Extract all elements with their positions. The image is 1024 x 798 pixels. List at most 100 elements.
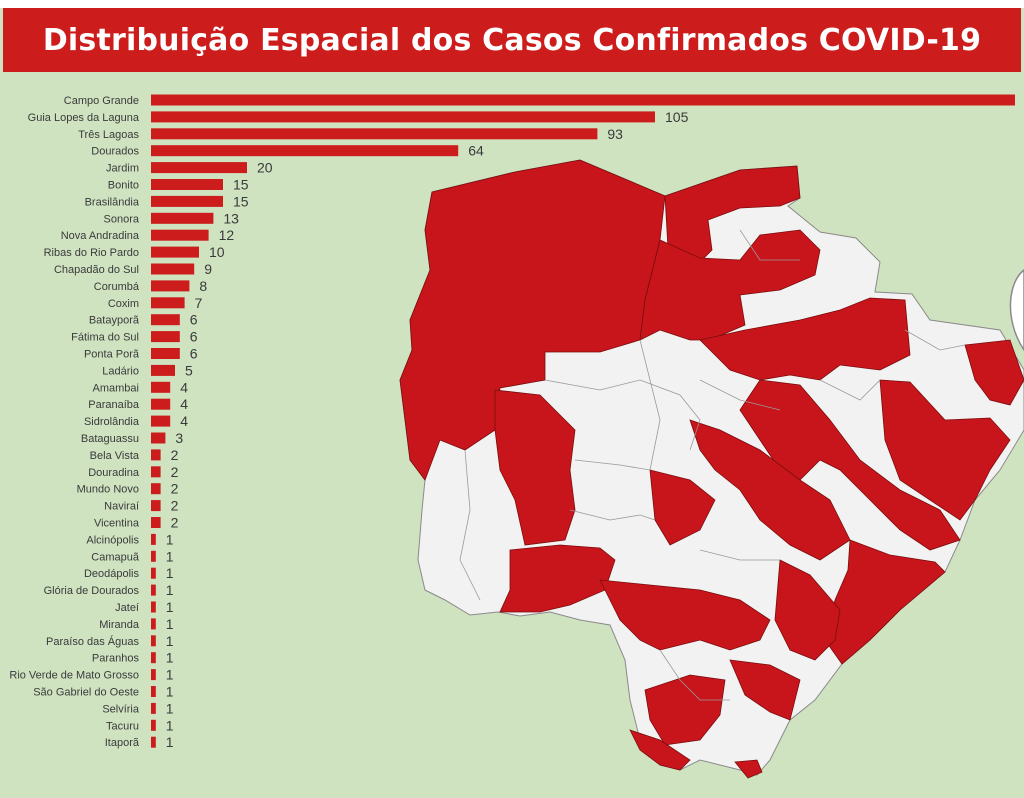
value-label: 1 — [166, 684, 174, 700]
category-label: Selvíria — [102, 703, 140, 715]
category-label: Bataguassu — [81, 433, 139, 445]
category-label: Douradina — [88, 467, 140, 479]
category-label: Camapuã — [91, 551, 140, 563]
border-line — [544, 379, 701, 451]
value-label: 6 — [190, 312, 198, 328]
border-line — [904, 329, 966, 351]
category-label: Corumbá — [94, 281, 140, 293]
value-label: 12 — [219, 227, 235, 243]
value-label: 3 — [175, 430, 183, 446]
value-label: 6 — [190, 346, 198, 362]
bars-layer: Campo Grande Guia Lopes da Laguna 105 Três … — [9, 94, 1015, 750]
value-label: 1 — [166, 667, 174, 683]
category-label: Dourados — [91, 146, 139, 158]
value-label: 2 — [171, 464, 179, 480]
category-label: Batayporã — [89, 315, 140, 327]
border-line — [699, 549, 780, 561]
bar — [151, 702, 156, 714]
bar — [151, 601, 156, 613]
category-label: Guia Lopes da Laguna — [28, 112, 140, 124]
category-label: Sidrolândia — [84, 416, 140, 428]
bar — [151, 128, 598, 140]
value-label: 2 — [171, 515, 179, 531]
border-line — [659, 649, 730, 701]
bar — [151, 584, 156, 596]
category-label: Naviraí — [104, 501, 139, 513]
value-label: 9 — [204, 261, 212, 277]
region-south-e — [629, 729, 691, 771]
bar — [151, 314, 180, 326]
category-label: Ladário — [102, 365, 139, 377]
region-sw-a — [499, 544, 616, 613]
bar — [151, 517, 161, 528]
value-label: 4 — [180, 413, 188, 429]
bar — [151, 449, 161, 461]
municipality-borders — [459, 229, 966, 701]
bar — [151, 263, 195, 275]
bar — [151, 246, 199, 258]
bar — [151, 111, 655, 123]
category-label: Sonora — [104, 213, 140, 225]
bar — [151, 736, 156, 748]
category-label: Glória de Dourados — [44, 585, 140, 597]
bar — [151, 500, 161, 512]
value-label: 1 — [166, 565, 174, 581]
value-label: 4 — [180, 379, 188, 395]
logo-fragment — [1009, 269, 1024, 352]
border-line — [574, 459, 651, 471]
category-label: Paraíso das Águas — [46, 635, 139, 648]
bar — [151, 618, 156, 630]
bar — [151, 297, 185, 309]
value-label: 1 — [166, 700, 174, 716]
value-label: 15 — [233, 177, 249, 193]
value-label: 1 — [166, 650, 174, 666]
category-label: Amambai — [93, 382, 139, 394]
bar — [151, 280, 190, 292]
region-south-c — [729, 659, 801, 721]
bar — [151, 331, 180, 343]
category-label: Deodápolis — [84, 568, 140, 580]
category-label: Coxim — [108, 298, 139, 310]
bar — [151, 686, 156, 697]
region-central-north — [699, 297, 911, 381]
value-label: 1 — [166, 531, 174, 547]
region-south-d — [644, 674, 726, 746]
category-label: Ponta Porã — [84, 349, 140, 361]
category-label: Paranaíba — [88, 399, 140, 411]
top-strip — [0, 0, 1024, 8]
bar — [151, 533, 156, 545]
category-label: Mundo Novo — [77, 484, 139, 496]
bar — [151, 229, 209, 241]
category-label: Vicentina — [94, 518, 140, 530]
value-label: 64 — [468, 143, 484, 159]
region-east-b — [879, 379, 1011, 521]
value-label: 1 — [166, 599, 174, 615]
category-label: Campo Grande — [64, 95, 139, 107]
category-label: Jateí — [115, 602, 139, 614]
value-label: 1 — [166, 582, 174, 598]
category-label: São Gabriel do Oeste — [33, 687, 139, 699]
border-line — [459, 449, 481, 601]
bar — [151, 635, 156, 647]
bar — [151, 348, 180, 359]
border-line — [569, 509, 656, 521]
category-label: Três Lagoas — [78, 129, 139, 141]
region-south-tip — [734, 759, 763, 779]
category-label: Chapadão do Sul — [54, 264, 139, 276]
bar — [151, 719, 156, 731]
value-label: 105 — [665, 109, 689, 125]
bar — [151, 432, 166, 444]
value-label: 2 — [171, 447, 179, 463]
category-label: Rio Verde de Mato Grosso — [9, 670, 139, 682]
bar — [151, 415, 171, 427]
value-label: 13 — [223, 210, 239, 226]
value-label: 5 — [185, 362, 193, 378]
value-label: 4 — [180, 396, 188, 412]
border-line — [699, 379, 781, 411]
category-label: Itaporã — [105, 737, 140, 749]
region-south-b — [774, 559, 841, 661]
value-label: 7 — [195, 295, 203, 311]
category-label: Alcinópolis — [86, 534, 139, 546]
border-line — [739, 229, 800, 261]
